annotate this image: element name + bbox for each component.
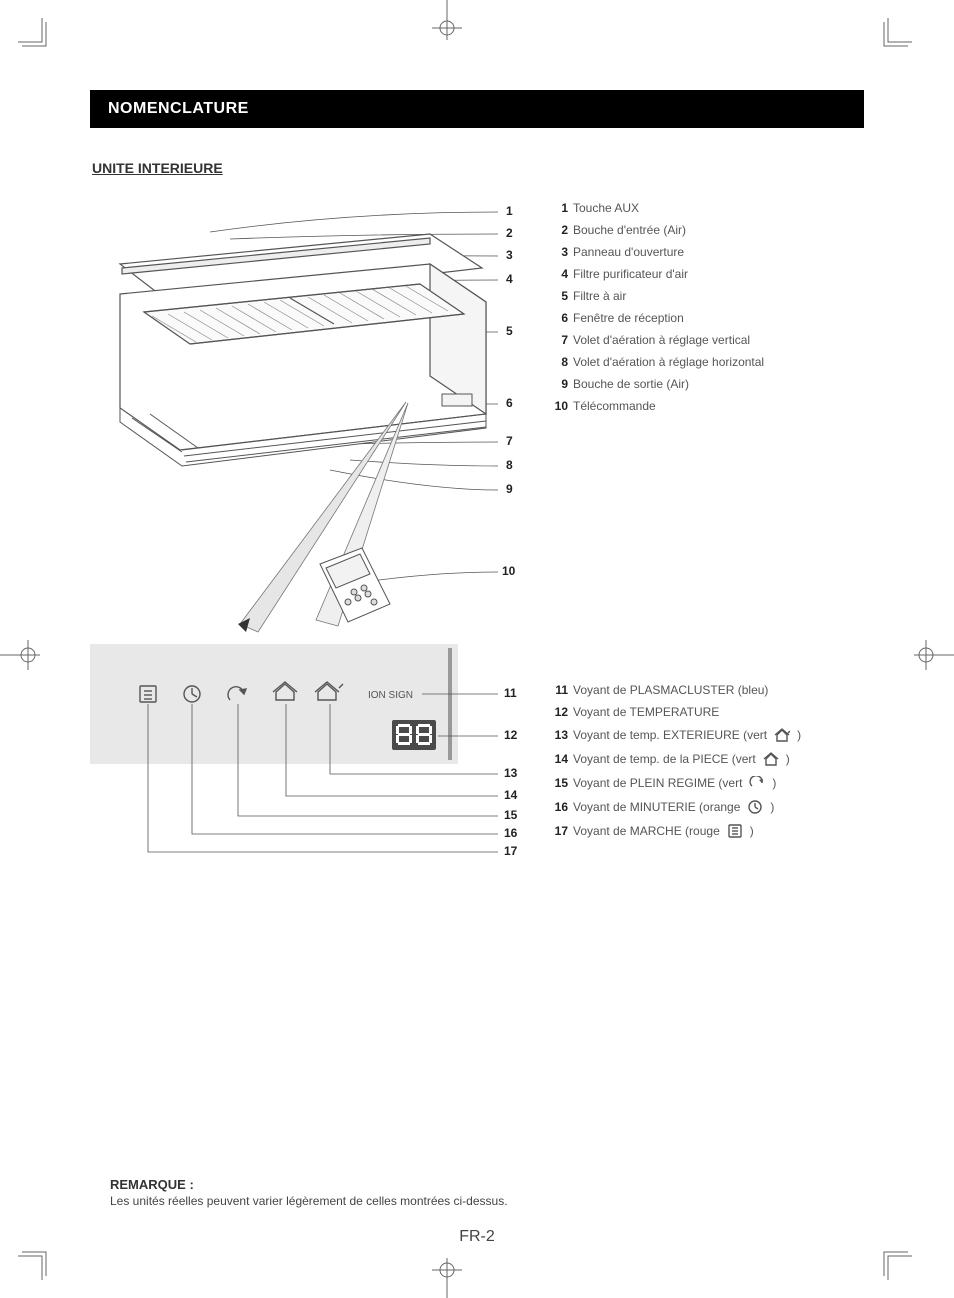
house-out-icon bbox=[774, 728, 790, 742]
registration-mark-top bbox=[432, 0, 462, 40]
callout-7: 7 bbox=[506, 434, 513, 448]
legend-bottom: 11Voyant de PLASMACLUSTER (bleu) 12Voyan… bbox=[550, 644, 864, 848]
callout-13: 13 bbox=[504, 766, 517, 780]
unit-diagram: 1 2 3 4 5 6 7 8 9 10 bbox=[90, 194, 520, 634]
callout-12: 12 bbox=[504, 728, 517, 742]
legend-top: 1Touche AUX 2Bouche d'entrée (Air) 3Pann… bbox=[550, 194, 864, 422]
legend-item: 17 Voyant de MARCHE (rouge ) bbox=[550, 824, 864, 838]
callout-10: 10 bbox=[502, 564, 515, 578]
registration-mark-bottom bbox=[432, 1258, 462, 1298]
clock-icon bbox=[747, 800, 763, 814]
legend-item: 11Voyant de PLASMACLUSTER (bleu) bbox=[550, 684, 864, 696]
legend-item: 10Télécommande bbox=[550, 400, 864, 412]
callout-9: 9 bbox=[506, 482, 513, 496]
legend-item: 2Bouche d'entrée (Air) bbox=[550, 224, 864, 236]
remark-text: Les unités réelles peuvent varier légère… bbox=[110, 1194, 844, 1208]
legend-item: 15 Voyant de PLEIN REGIME (vert ) bbox=[550, 776, 864, 790]
bars-icon bbox=[727, 824, 743, 838]
legend-item: 6Fenêtre de réception bbox=[550, 312, 864, 324]
ac-unit-illustration bbox=[90, 194, 520, 634]
unit-section: 1 2 3 4 5 6 7 8 9 10 1Touche AUX 2Bouche… bbox=[90, 194, 864, 634]
legend-item: 4Filtre purificateur d'air bbox=[550, 268, 864, 280]
legend-item: 5Filtre à air bbox=[550, 290, 864, 302]
section-title-bar: NOMENCLATURE bbox=[90, 90, 864, 128]
panel-diagram: ION SIGN bbox=[90, 644, 520, 904]
remark-title: REMARQUE : bbox=[110, 1177, 844, 1192]
legend-item: 12Voyant de TEMPERATURE bbox=[550, 706, 864, 718]
legend-item: 7Volet d'aération à réglage vertical bbox=[550, 334, 864, 346]
callout-8: 8 bbox=[506, 458, 513, 472]
callout-14: 14 bbox=[504, 788, 517, 802]
seven-segment-display bbox=[392, 720, 436, 750]
legend-item: 3Panneau d'ouverture bbox=[550, 246, 864, 258]
legend-item: 14 Voyant de temp. de la PIECE (vert ) bbox=[550, 752, 864, 766]
house-icon bbox=[763, 752, 779, 766]
crop-mark-br bbox=[878, 1246, 912, 1280]
legend-item: 16 Voyant de MINUTERIE (orange ) bbox=[550, 800, 864, 814]
callout-6: 6 bbox=[506, 396, 513, 410]
callout-11: 11 bbox=[504, 686, 517, 700]
swirl-icon bbox=[749, 776, 765, 790]
ion-sign-label: ION SIGN bbox=[368, 690, 413, 701]
callout-1: 1 bbox=[506, 204, 513, 218]
section-subtitle: UNITE INTERIEURE bbox=[92, 160, 864, 176]
registration-mark-left bbox=[0, 640, 40, 670]
legend-item: 9Bouche de sortie (Air) bbox=[550, 378, 864, 390]
callout-2: 2 bbox=[506, 226, 513, 240]
remark-block: REMARQUE : Les unités réelles peuvent va… bbox=[110, 1177, 844, 1208]
manual-page: NOMENCLATURE UNITE INTERIEURE bbox=[0, 0, 954, 1298]
crop-mark-tl bbox=[18, 18, 52, 52]
callout-16: 16 bbox=[504, 826, 517, 840]
legend-item: 1Touche AUX bbox=[550, 202, 864, 214]
display-panel-illustration: ION SIGN bbox=[90, 644, 520, 904]
section-title: NOMENCLATURE bbox=[108, 100, 249, 117]
callout-4: 4 bbox=[506, 272, 513, 286]
legend-item: 8Volet d'aération à réglage horizontal bbox=[550, 356, 864, 368]
callout-5: 5 bbox=[506, 324, 513, 338]
registration-mark-right bbox=[914, 640, 954, 670]
page-number: FR-2 bbox=[0, 1228, 954, 1246]
callout-3: 3 bbox=[506, 248, 513, 262]
panel-section: ION SIGN bbox=[90, 644, 864, 904]
callout-17: 17 bbox=[504, 844, 517, 858]
crop-mark-tr bbox=[878, 18, 912, 52]
legend-item: 13 Voyant de temp. EXTERIEURE (vert ) bbox=[550, 728, 864, 742]
callout-15: 15 bbox=[504, 808, 517, 822]
crop-mark-bl bbox=[18, 1246, 52, 1280]
